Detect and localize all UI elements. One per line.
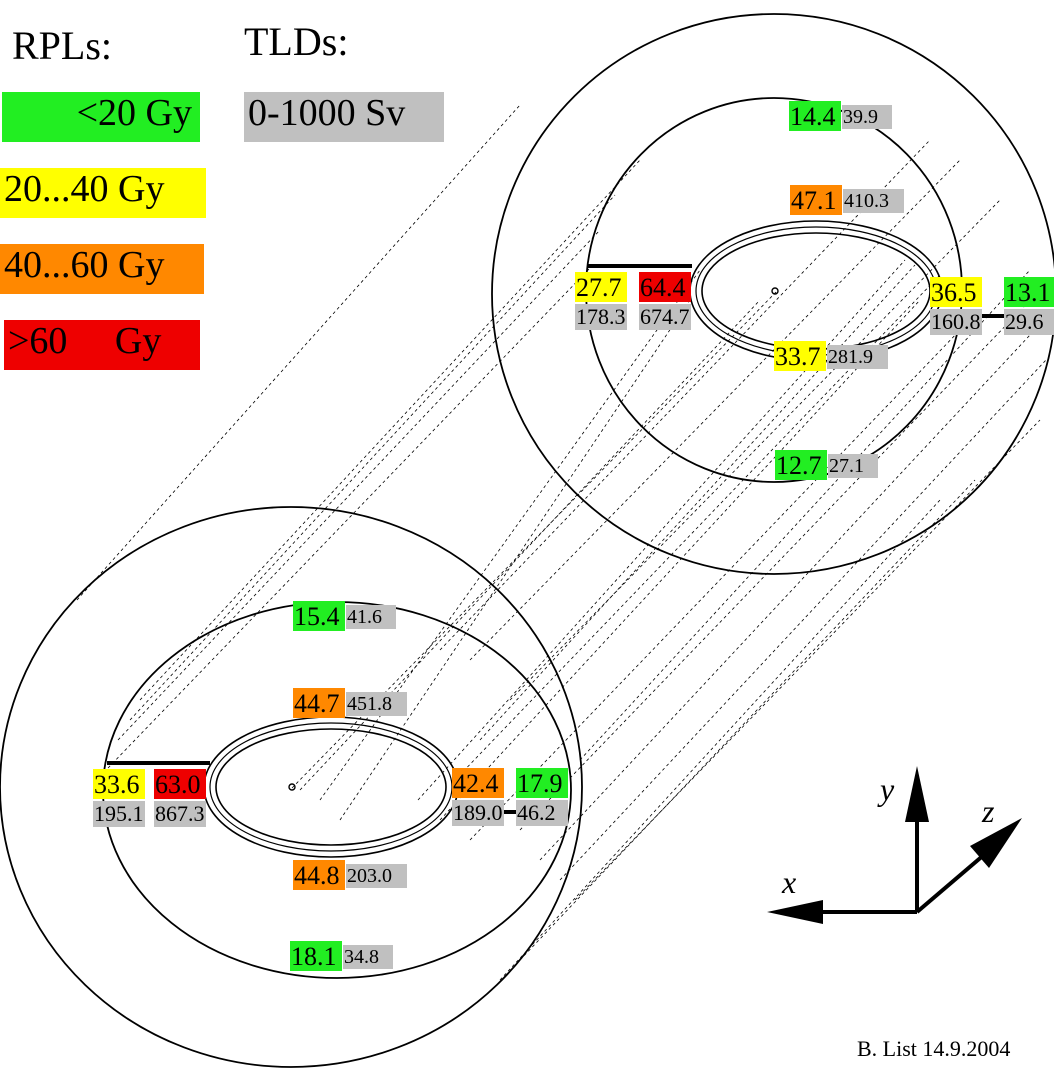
lower-bottom-outer-rpl-value-bg xyxy=(290,941,342,971)
lower-right-outer-tld-value: 46.2 xyxy=(517,800,556,825)
x-axis-arrowhead xyxy=(767,900,823,924)
lower-right-inner-rpl-value: 42.4 xyxy=(453,769,499,798)
upper-top-inner-tld-value-bg xyxy=(843,189,904,213)
rpl-legend-item-yellow: 20...40 Gy xyxy=(0,168,206,218)
lower-top-inner-rpl-value: 44.7 xyxy=(294,689,340,718)
rpl-legend-title: RPLs: xyxy=(12,23,113,68)
upper-top-inner-tld-value: 410.3 xyxy=(844,190,889,212)
lower-measurement-labels: 15.4 41.644.7 451.833.6195.163.0867.342.41… xyxy=(93,601,568,971)
lower-left-inner-tld-value-bg xyxy=(154,801,206,827)
x-axis-label: x xyxy=(781,864,796,900)
lower-left-inner-tld-value: 867.3 xyxy=(155,801,205,826)
lower-top-inner-rpl-value-bg xyxy=(293,688,345,718)
upper-outer-ring xyxy=(491,13,1054,575)
upper-left-inner-tld-value-bg xyxy=(639,304,691,330)
lower-right-inner-tld-value-bg xyxy=(452,800,504,826)
upper-bottom-inner-rpl-value: 33.7 xyxy=(775,342,821,371)
upper-bottom-inner-tld-value-bg xyxy=(827,345,888,369)
upper-bottom-inner-tld-value: 281.9 xyxy=(828,346,873,368)
rpl-legend-item-orange: 40...60 Gy xyxy=(0,244,204,294)
upper-right-inner-tld-value: 160.8 xyxy=(931,309,981,334)
lower-left-outer-rpl-value-bg xyxy=(93,769,145,799)
lower-top-inner-tld-value: 451.8 xyxy=(347,693,392,715)
upper-bottom-outer-rpl-value-bg xyxy=(775,450,827,480)
lower-beampipe-inner xyxy=(215,728,447,846)
upper-top-outer-tld-value-bg xyxy=(842,105,892,129)
lower-left-outer-tld-value: 195.1 xyxy=(94,801,144,826)
lower-top-outer-rpl-value: 15.4 xyxy=(294,602,340,631)
lower-top-outer-tld-value: 41.6 xyxy=(347,606,382,628)
lower-right-outer-rpl-value: 17.9 xyxy=(517,769,563,798)
upper-bottom-inner-rpl-value-bg xyxy=(774,341,826,371)
upper-top-inner-rpl-value: 47.1 xyxy=(791,186,837,215)
upper-right-outer-tld-value-bg xyxy=(1004,309,1054,335)
lower-top-outer-tld-value-bg xyxy=(346,605,396,629)
tld-legend-item-grey: 0-1000 Sv xyxy=(244,92,444,142)
lower-top-outer-rpl-value-bg xyxy=(293,601,345,631)
upper-left-outer-tld-value: 178.3 xyxy=(576,304,626,329)
lower-left-inner-rpl-value-bg xyxy=(154,769,206,799)
lower-bottom-inner-tld-value-bg xyxy=(346,864,407,888)
upper-bottom-outer-tld-value-bg xyxy=(828,454,878,478)
z-axis-arrow xyxy=(915,846,994,914)
lower-right-inner-tld-value: 189.0 xyxy=(453,800,503,825)
lower-right-outer-tld-value-bg xyxy=(516,800,568,826)
rpl-legend-item-green: <20 Gy xyxy=(2,92,200,142)
upper-beampipe-outer xyxy=(689,220,943,362)
upper-beampipe-mid xyxy=(695,226,937,356)
lower-bottom-outer-tld-value: 34.8 xyxy=(344,946,379,968)
upper-beam-axis-marker xyxy=(771,287,779,295)
y-axis-label: y xyxy=(877,771,895,807)
z-axis-arrowhead xyxy=(970,818,1022,868)
rpl-legend-item-red: >60 Gy xyxy=(4,320,200,370)
lower-bottom-inner-rpl-value-bg xyxy=(293,860,345,890)
upper-bottom-outer-rpl-value: 12.7 xyxy=(776,451,822,480)
z-axis-label: z xyxy=(981,793,995,829)
upper-left-inner-tld-value: 674.7 xyxy=(640,304,690,329)
y-axis-arrowhead xyxy=(905,766,929,822)
upper-bottom-outer-tld-value: 27.1 xyxy=(829,455,864,477)
lower-bottom-outer-rpl-value: 18.1 xyxy=(291,942,337,971)
upper-left-inner-rpl-value-bg xyxy=(639,272,691,302)
upper-left-outer-tld-value-bg xyxy=(575,304,627,330)
upper-top-outer-tld-value: 39.9 xyxy=(843,106,878,128)
lower-bottom-outer-tld-value-bg xyxy=(343,945,393,969)
upper-left-inner-rpl-value: 64.4 xyxy=(640,273,686,302)
lower-right-outer-rpl-value-bg xyxy=(516,768,568,798)
upper-top-outer-rpl-value-bg xyxy=(789,101,841,131)
upper-left-outer-rpl-value-bg xyxy=(575,272,627,302)
lower-beampipe-mid xyxy=(209,722,453,852)
upper-top-outer-rpl-value: 14.4 xyxy=(790,102,836,131)
lower-bottom-inner-rpl-value: 44.8 xyxy=(294,861,340,890)
upper-right-outer-tld-value: 29.6 xyxy=(1005,309,1044,334)
upper-right-inner-rpl-value: 36.5 xyxy=(931,278,977,307)
lower-left-outer-rpl-value: 33.6 xyxy=(94,770,140,799)
upper-right-outer-rpl-value: 13.1 xyxy=(1005,278,1051,307)
upper-right-outer-rpl-value-bg xyxy=(1004,277,1054,307)
lower-beampipe-outer xyxy=(203,716,459,858)
upper-right-inner-rpl-value-bg xyxy=(930,277,982,307)
lower-beam-axis-marker xyxy=(288,783,296,791)
lower-top-inner-tld-value-bg xyxy=(346,692,407,716)
lower-right-inner-rpl-value-bg xyxy=(452,768,504,798)
projection-lines xyxy=(76,104,1047,981)
upper-measurement-labels: 14.4 39.947.1 410.327.7178.364.4674.736.51… xyxy=(575,101,1054,480)
upper-beampipe-inner xyxy=(701,232,931,350)
lower-left-inner-rpl-value: 63.0 xyxy=(155,770,201,799)
upper-top-inner-rpl-value-bg xyxy=(790,185,842,215)
tld-legend-title: TLDs: xyxy=(244,19,349,64)
lower-bottom-inner-tld-value: 203.0 xyxy=(347,865,392,887)
lower-left-outer-tld-value-bg xyxy=(93,801,145,827)
coordinate-axes: y x z xyxy=(767,766,1022,924)
upper-right-inner-tld-value-bg xyxy=(930,309,982,335)
lower-outer-ring xyxy=(0,506,583,1068)
upper-left-outer-rpl-value: 27.7 xyxy=(576,273,622,302)
author-date-credit: B. List 14.9.2004 xyxy=(857,1036,1011,1061)
